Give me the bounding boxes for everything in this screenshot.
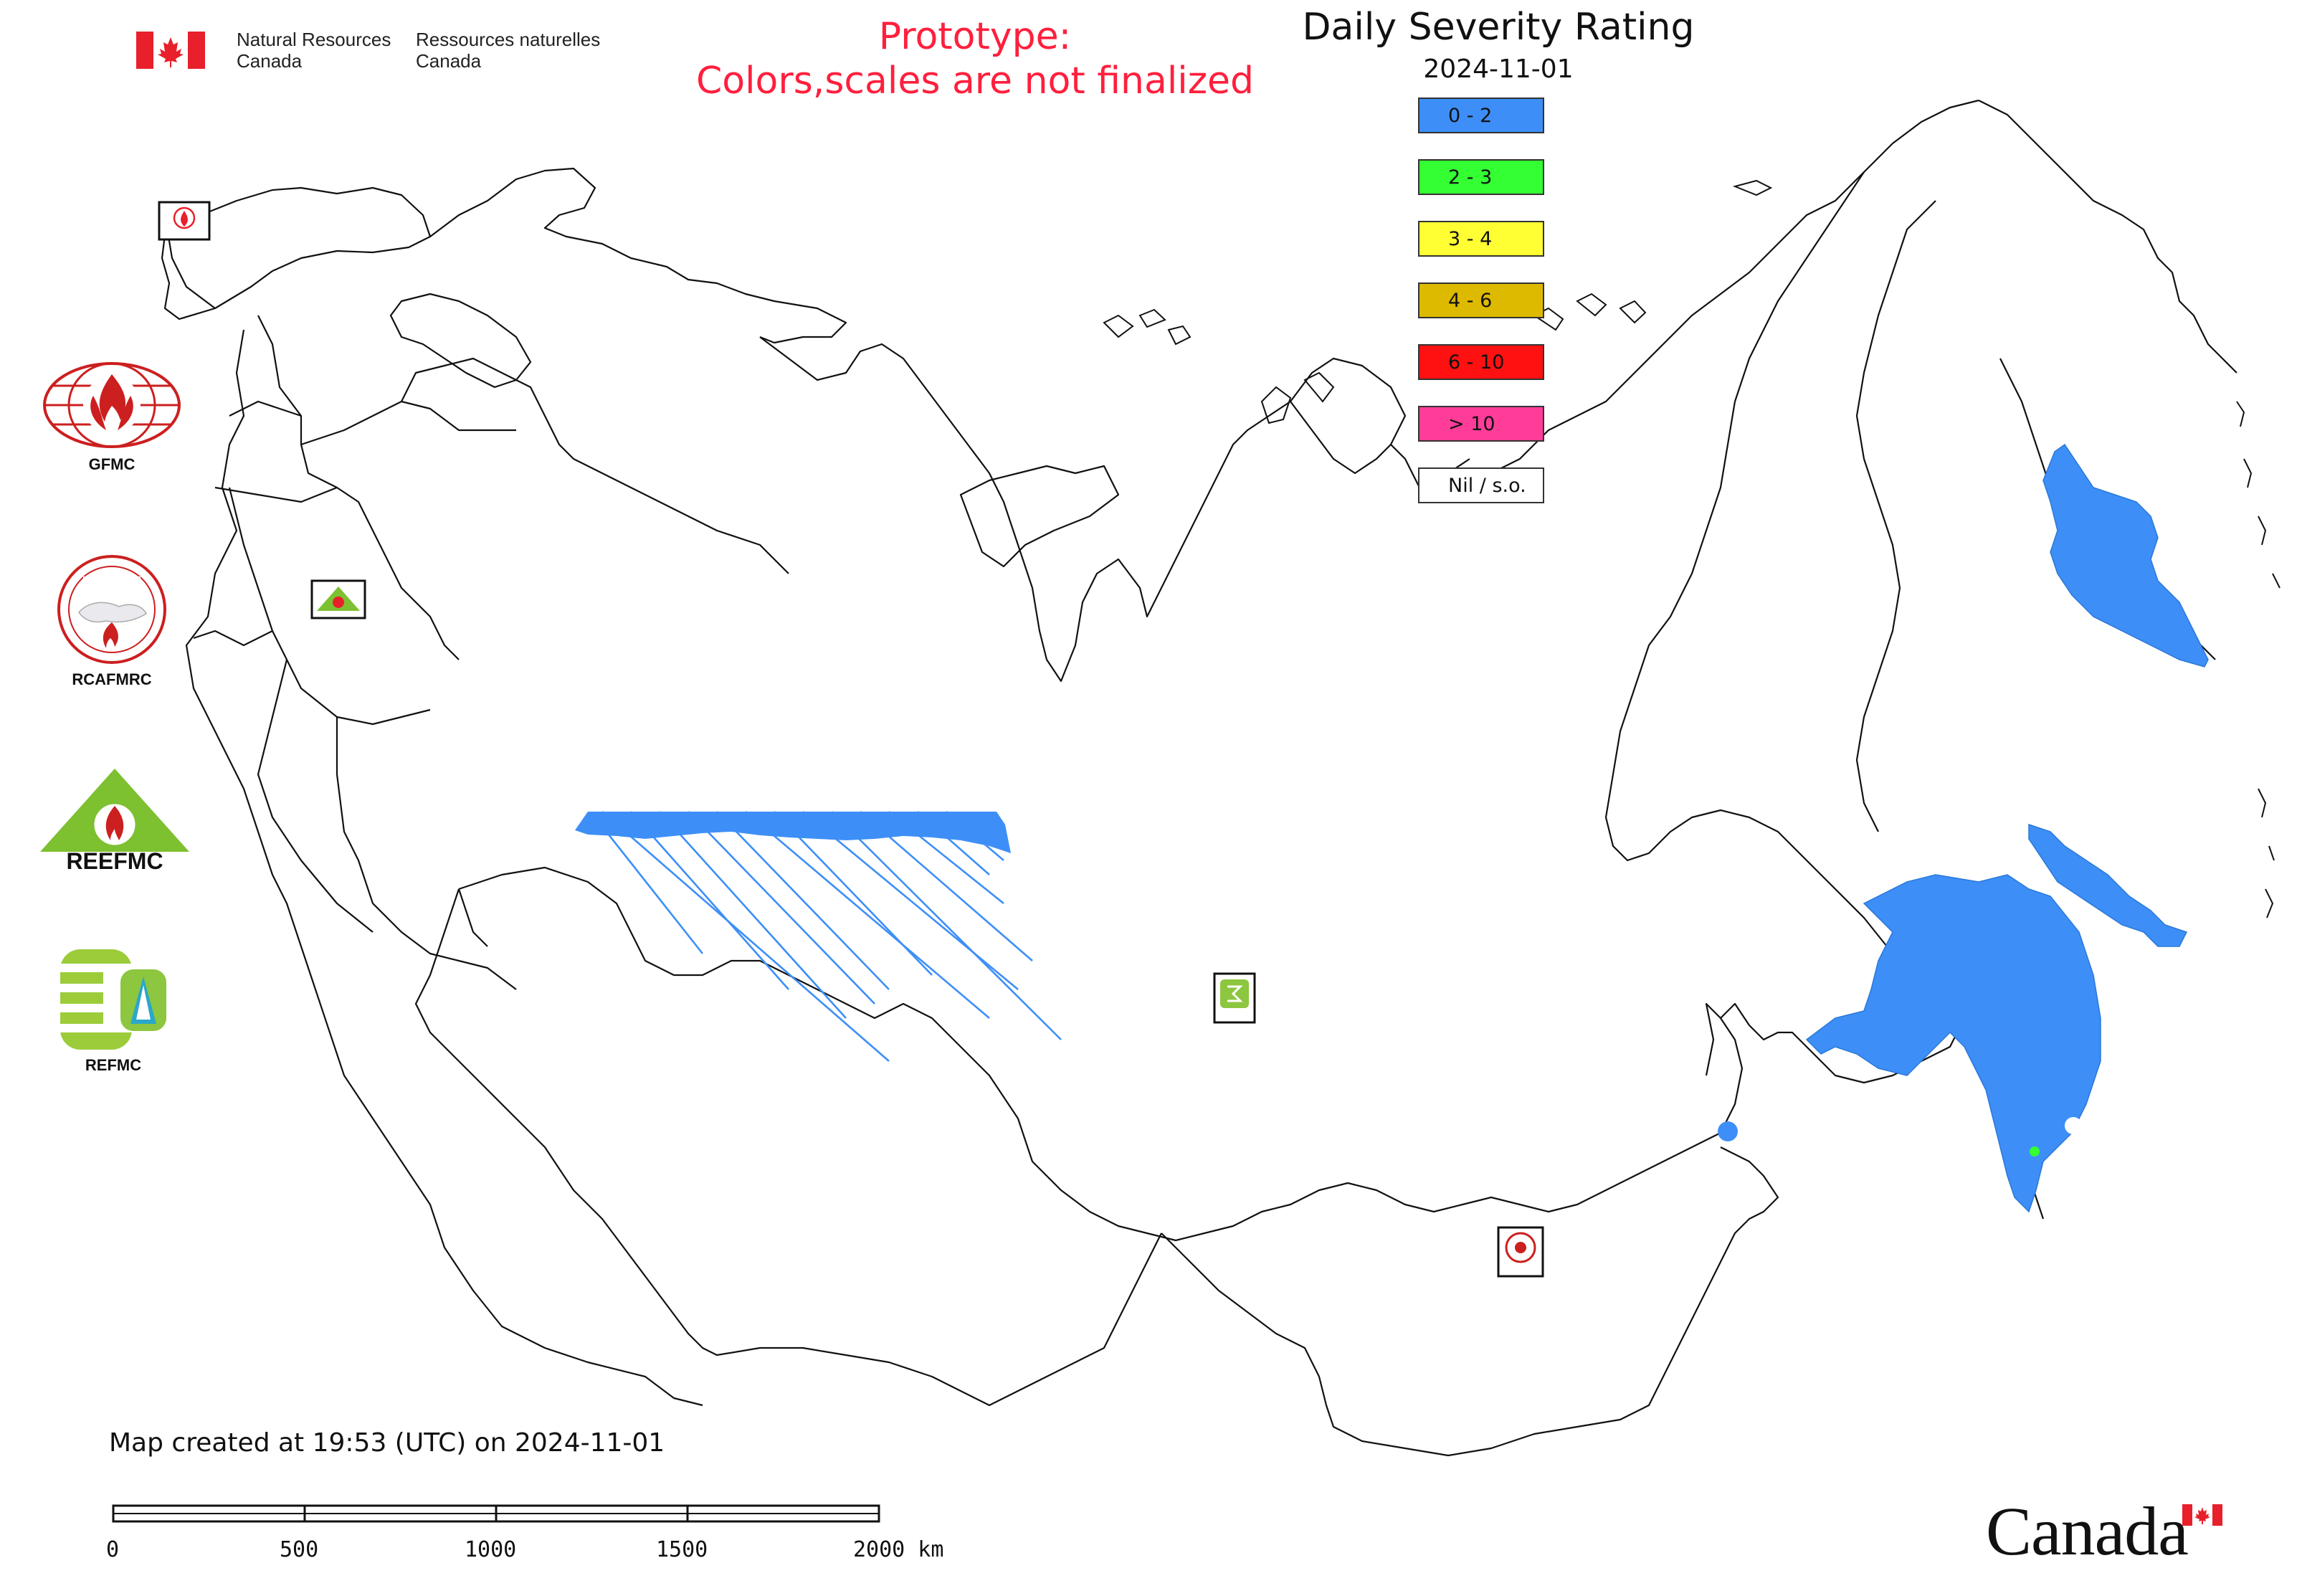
legend-item-0-2: 0 - 2: [1418, 98, 1544, 133]
rating-area-moderate-spot: [2030, 1146, 2040, 1156]
streak-13: [946, 811, 1004, 861]
legend-date: 2024-11-01: [1423, 54, 1574, 84]
rating-area-okhotsk-coast: [2028, 823, 2188, 947]
new-siberian-islands: [1533, 293, 1647, 331]
legend-label: > 10: [1448, 412, 1495, 435]
partner-label-gfmc: GFMC: [88, 455, 135, 473]
legend-title: Daily Severity Rating: [1302, 6, 1695, 49]
streak-4: [688, 811, 875, 1004]
wrangel-island: [1732, 179, 1773, 196]
streak-9: [831, 811, 1062, 1040]
scale-bar: [112, 1504, 880, 1523]
severity-polygons-2-3: [2030, 1146, 2040, 1156]
org-en-line1: Natural Resources: [237, 29, 391, 50]
org-name-english: Natural Resources Canada: [237, 29, 391, 72]
canada-wordmark: Canada: [1986, 1493, 2189, 1569]
legend-list: 0 - 2 2 - 3 3 - 4 4 - 6 6 - 10 > 10 Nil …: [1418, 98, 1544, 529]
western-frontier: [165, 223, 703, 1407]
streak-5: [716, 811, 890, 990]
legend-item-4-6: 4 - 6: [1418, 282, 1544, 318]
okhotsk-coast: [1855, 200, 1936, 832]
streak-3: [659, 811, 847, 1019]
reefmc-logo-icon: REEFMC: [40, 769, 189, 874]
streak-7: [774, 811, 933, 976]
belarus-ukraine-borders: [193, 487, 517, 990]
kazakhstan-outline: [414, 888, 1162, 1407]
streak-1: [601, 811, 890, 1062]
streak-12: [917, 811, 990, 875]
legend-label: 3 - 4: [1448, 227, 1493, 250]
white-sea-outline: [389, 293, 532, 389]
streak-8: [802, 810, 1019, 991]
unrated-hole: [2065, 1117, 2082, 1134]
rcafmrc-logo-icon: [57, 555, 166, 664]
partner-label-refmc: REFMC: [85, 1056, 142, 1074]
mongolia-outline: [1161, 1146, 1779, 1457]
marker-gfmc-centre: [158, 201, 211, 241]
prototype-line2: Colors,scales are not finalized: [695, 60, 1255, 103]
scandinavia-outline: [161, 186, 432, 320]
map-created-caption: Map created at 19:53 (UTC) on 2024-11-01: [109, 1428, 665, 1458]
streak-6: [745, 811, 990, 1019]
partner-refmc: REFMC: [56, 945, 171, 1075]
reefmc-logo-text: REEFMC: [66, 848, 163, 873]
legend-label: 6 - 10: [1448, 351, 1505, 374]
rating-area-west-siberia: [575, 812, 1011, 853]
legend-item-nil: Nil / s.o.: [1418, 467, 1544, 503]
canada-flag-icon: [136, 32, 205, 69]
marker-rcafmrc-centre: [1497, 1226, 1544, 1278]
org-name-french: Ressources naturelles Canada: [416, 29, 600, 72]
org-en-line2: Canada: [237, 50, 303, 72]
streak-14: [594, 817, 704, 954]
prototype-line1: Prototype:: [878, 15, 1072, 58]
marker-reefmc-centre: [310, 579, 366, 619]
canada-wordmark-flag-icon: [2182, 1504, 2222, 1526]
legend-label: Nil / s.o.: [1448, 474, 1526, 497]
partner-reefmc: REEFMC: [36, 766, 194, 877]
refmc-logo-icon: [60, 949, 166, 1050]
streak-10: [860, 811, 1033, 961]
novaya-zemlya-outline: [959, 465, 1120, 568]
southern-border: [458, 866, 1744, 1242]
rating-area-kamchatka: [2042, 443, 2209, 668]
marker-refmc-centre: [1213, 972, 1256, 1024]
chukotka-outline: [1978, 100, 2237, 374]
legend-item-6-10: 6 - 10: [1418, 344, 1544, 380]
partner-rcafmrc: RCAFMRC: [47, 552, 176, 689]
org-fr-line1: Ressources naturelles: [416, 29, 601, 50]
rating-area-amur: [1805, 874, 2101, 1213]
partner-gfmc: GFMC: [40, 358, 184, 474]
severity-streaks: [594, 810, 1062, 1062]
streak-11: [888, 810, 1004, 905]
western-borders: [214, 315, 789, 660]
scale-label-1500: 1500: [656, 1537, 708, 1562]
legend-label: 2 - 3: [1448, 166, 1493, 189]
streak-2: [630, 811, 789, 990]
partner-label-rcafmrc: RCAFMRC: [72, 670, 152, 688]
severnaya-zemlya-islands: [1260, 371, 1335, 424]
arctic-coastline: [759, 99, 1979, 683]
scale-label-500: 500: [280, 1537, 319, 1562]
scale-label-0: 0: [106, 1537, 120, 1562]
prototype-warning: Prototype: Colors,scales are not finaliz…: [645, 14, 1305, 103]
org-fr-line2: Canada: [416, 50, 482, 72]
franz-josef-islands: [1103, 308, 1192, 346]
legend-item-3-4: 3 - 4: [1418, 221, 1544, 257]
legend-item-over-10: > 10: [1418, 406, 1544, 442]
legend-label: 0 - 2: [1448, 104, 1493, 127]
legend-label: 4 - 6: [1448, 289, 1493, 312]
kola-peninsula-outline: [429, 167, 847, 344]
severity-polygons-0-2: [575, 443, 2209, 1213]
scale-label-2000: 2000 km: [853, 1537, 944, 1562]
rating-area-baikal-spot: [1718, 1121, 1738, 1141]
legend-item-2-3: 2 - 3: [1418, 159, 1544, 195]
kuril-islands: [2236, 401, 2280, 918]
scale-label-1000: 1000: [465, 1537, 517, 1562]
gfmc-logo-icon: [43, 362, 181, 448]
